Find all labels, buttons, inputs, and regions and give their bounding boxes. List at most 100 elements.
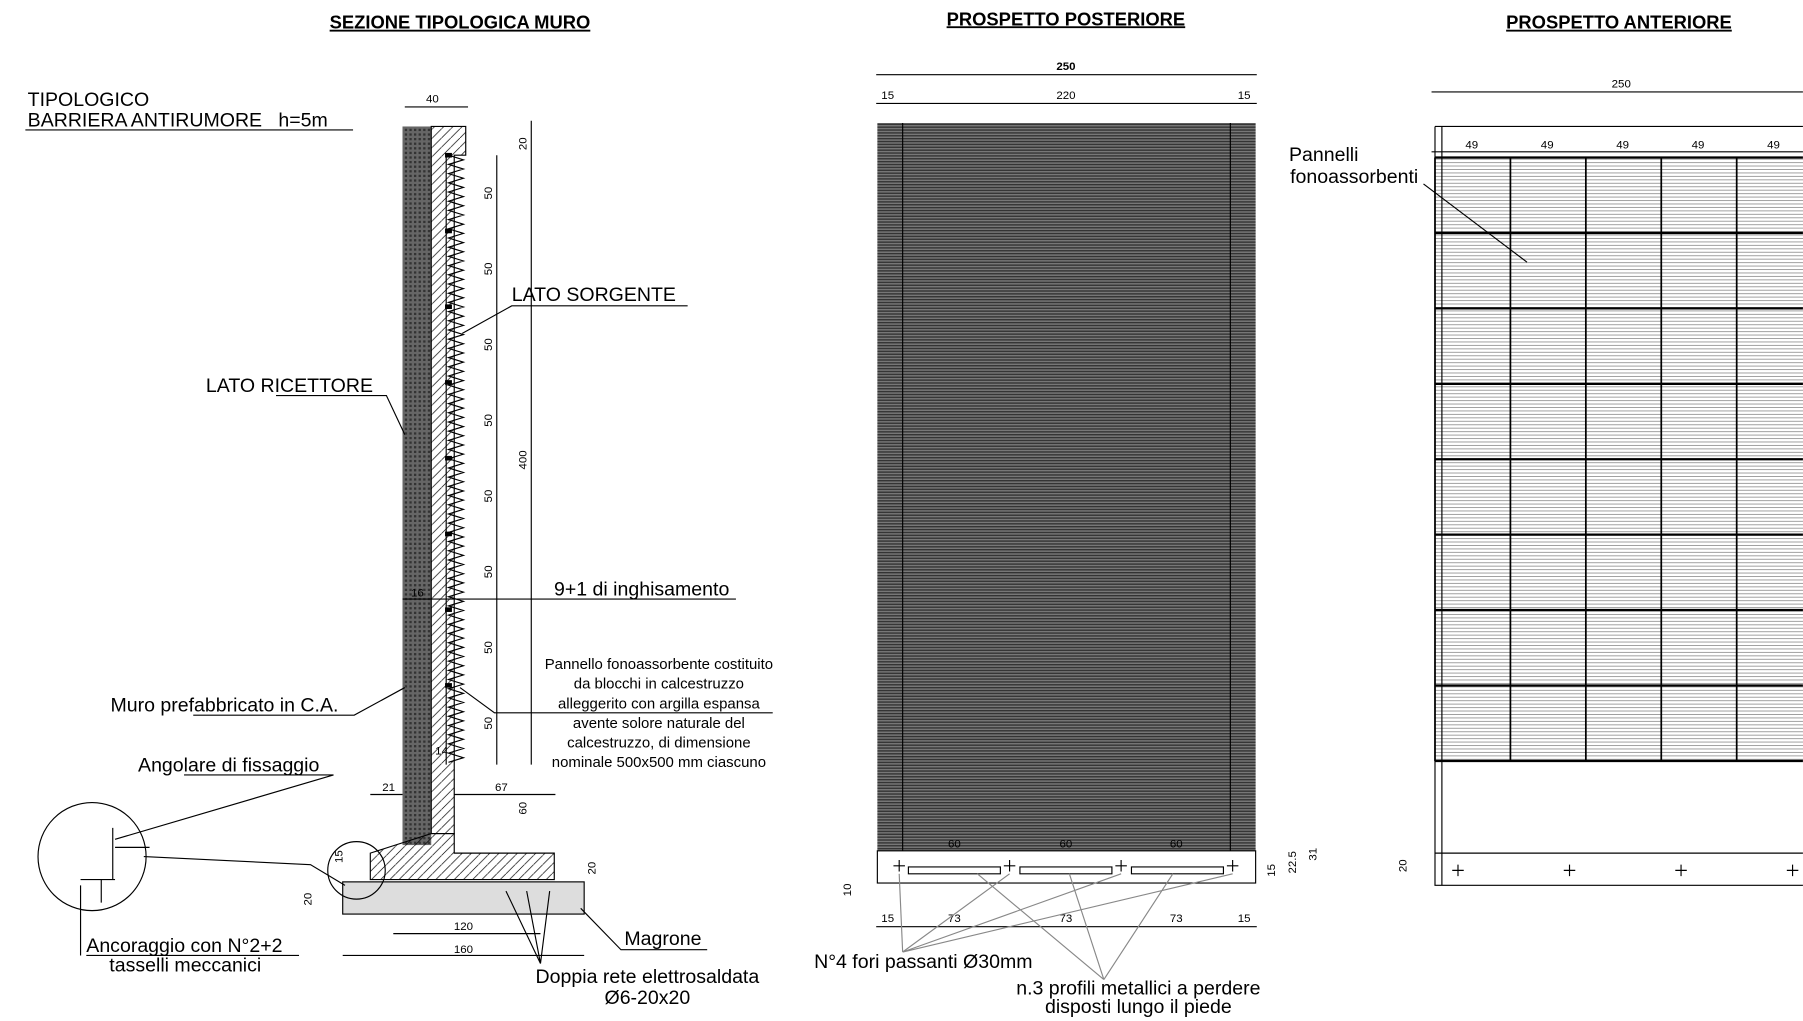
detail-lines — [80, 827, 346, 903]
dim: 50 — [483, 338, 495, 351]
label: Ø6-20x20 — [605, 987, 691, 1009]
dim: 50 — [483, 414, 495, 427]
leader — [462, 305, 688, 334]
dim: 73 — [948, 913, 961, 925]
joint — [445, 683, 452, 688]
note-line: calcestruzzo, di dimensione — [567, 734, 751, 751]
label: Doppia rete elettrosaldata — [536, 966, 760, 988]
leader — [276, 394, 406, 435]
label: tasselli meccanici — [109, 955, 261, 977]
label: n.3 profili metallici a perdere — [1016, 978, 1260, 1000]
edge — [902, 123, 1231, 851]
dim: 50 — [483, 490, 495, 503]
dim: 49 — [1692, 139, 1705, 151]
dim: 10 — [842, 884, 854, 897]
dim: 16 — [411, 588, 424, 600]
section: SEZIONE TIPOLOGICA MURO TIPOLOGICO BARRI… — [25, 12, 773, 1009]
dim: 31 — [1308, 848, 1320, 861]
dim: 120 — [454, 921, 473, 933]
label: Ancoraggio con N°2+2 — [86, 935, 282, 957]
hole — [1675, 864, 1687, 877]
dim: 20 — [1397, 859, 1409, 872]
dim: 15 — [334, 850, 346, 863]
dim: 21 — [382, 782, 395, 794]
label: fonoassorbenti — [1290, 166, 1418, 188]
front-elevation: PROSPETTO ANTERIORE 250 49 49 49 49 49 20 Pa… — [1289, 12, 1803, 886]
dim: 15 — [881, 913, 894, 925]
leader — [505, 890, 551, 964]
label: TIPOLOGICO — [28, 89, 150, 111]
label: 9+1 di inghisamento — [554, 579, 729, 601]
dim: 250 — [1056, 61, 1075, 73]
dim: 14 — [435, 745, 448, 757]
dim: 60 — [1170, 838, 1183, 850]
note-line: alleggerito con argilla espansa — [558, 695, 760, 712]
joint — [445, 380, 452, 385]
hole — [1786, 864, 1799, 877]
dim: 60 — [1060, 838, 1073, 850]
dim: 20 — [518, 137, 530, 150]
label: Pannelli — [1289, 144, 1359, 166]
joint — [445, 455, 452, 461]
dim: 50 — [483, 187, 495, 200]
dim: 220 — [1056, 90, 1075, 102]
leader — [459, 687, 773, 714]
joint — [445, 152, 452, 158]
label: Magrone — [624, 928, 701, 950]
hole — [1452, 864, 1464, 877]
dim: 15 — [1238, 913, 1251, 925]
dim: 15 — [881, 90, 894, 102]
hole — [1563, 864, 1576, 877]
note-line: avente solore naturale del — [573, 715, 745, 732]
label: Angolare di fissaggio — [138, 754, 319, 776]
dim: 73 — [1060, 913, 1073, 925]
joint — [445, 607, 452, 612]
dim: 20 — [587, 862, 599, 875]
wall-face — [402, 126, 432, 846]
lean-concrete — [342, 881, 585, 915]
slots — [907, 866, 1225, 875]
dim: 50 — [483, 262, 495, 275]
dim: 50 — [483, 565, 495, 578]
leader — [193, 687, 406, 716]
leader — [1423, 183, 1528, 263]
dim: 160 — [454, 944, 473, 956]
label: LATO RICETTORE — [206, 375, 373, 397]
label: BARRIERA ANTIRUMORE h=5m — [28, 109, 328, 131]
dim: 49 — [1616, 139, 1629, 151]
panel — [877, 123, 1256, 851]
dim: 60 — [518, 802, 530, 815]
detail — [37, 801, 147, 912]
rear-elevation: PROSPETTO POSTERIORE 250 15 220 15 60 60… — [814, 8, 1319, 1018]
dim: 50 — [483, 717, 495, 730]
title: PROSPETTO POSTERIORE — [947, 8, 1186, 29]
label: LATO SORGENTE — [512, 284, 676, 306]
detail — [327, 841, 386, 900]
dim: 49 — [1541, 139, 1554, 151]
dim: 22.5 — [1287, 851, 1299, 873]
dim: 60 — [948, 838, 961, 850]
frame — [1434, 125, 1803, 886]
footing — [369, 833, 555, 881]
joint — [445, 531, 452, 537]
note-line: Pannello fonoassorbente costituito — [545, 656, 773, 673]
title: SEZIONE TIPOLOGICA MURO — [330, 12, 591, 33]
dim: 250 — [1612, 78, 1631, 90]
dim: 49 — [1767, 139, 1780, 151]
dim: 67 — [495, 782, 508, 794]
dim: 15 — [1238, 90, 1251, 102]
dim: 73 — [1170, 913, 1183, 925]
joint — [445, 304, 452, 310]
dim: 49 — [1465, 139, 1478, 151]
note-line: nominale 500x500 mm ciascuno — [552, 754, 766, 771]
leader — [114, 774, 334, 840]
dim: 400 — [518, 450, 530, 469]
leader — [580, 907, 708, 951]
label: Muro prefabbricato in C.A. — [110, 695, 338, 717]
label: disposti lungo il piede — [1045, 996, 1232, 1018]
dim: 50 — [483, 641, 495, 654]
leader — [898, 873, 1233, 981]
note-line: da blocchi in calcestruzzo — [574, 676, 744, 693]
dim: 20 — [303, 893, 315, 906]
